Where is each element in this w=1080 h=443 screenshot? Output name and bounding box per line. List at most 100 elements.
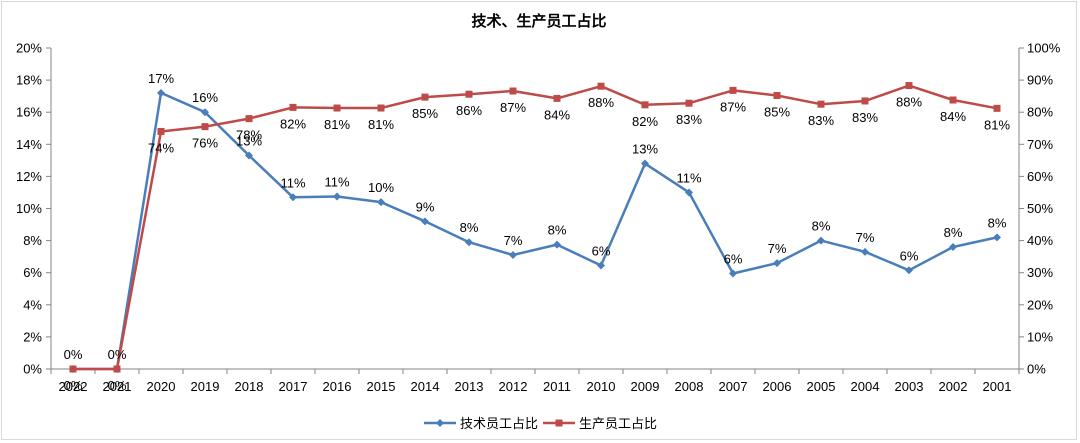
series-0-point <box>993 233 1001 242</box>
x-tick-label: 2003 <box>895 379 924 394</box>
x-tick-label: 2010 <box>587 379 616 394</box>
series-1-point <box>905 82 913 90</box>
series-0-point <box>597 261 605 270</box>
x-tick-label: 2022 <box>59 379 88 394</box>
y-right-tick-label: 80% <box>1027 105 1053 120</box>
series-1-data-label: 83% <box>852 110 878 125</box>
series-0-point <box>465 238 473 247</box>
series-1-point <box>817 100 825 108</box>
x-tick-label: 2016 <box>323 379 352 394</box>
series-1-data-label: 0% <box>64 378 83 393</box>
y-left-tick-label: 6% <box>23 265 42 280</box>
series-0-data-label: 6% <box>592 243 611 258</box>
y-right-tick-label: 60% <box>1027 169 1053 184</box>
series-1-point <box>641 101 649 109</box>
x-tick-label: 2017 <box>279 379 308 394</box>
legend-item-production[interactable]: 生产员工占比 <box>543 417 657 432</box>
series-1-data-label: 82% <box>632 114 658 129</box>
x-tick-label: 2006 <box>763 379 792 394</box>
series-1-data-label: 76% <box>192 136 218 151</box>
x-tick-label: 2018 <box>235 379 264 394</box>
x-tick-label: 2019 <box>191 379 220 394</box>
series-0-point <box>289 193 297 202</box>
series-0-point <box>905 266 913 275</box>
series-0-point <box>421 217 429 226</box>
series-0-data-label: 7% <box>504 233 523 248</box>
series-1-data-label: 81% <box>368 117 394 132</box>
series-0-point <box>553 240 561 249</box>
series-0-data-label: 17% <box>148 71 174 86</box>
series-1-point <box>113 365 121 373</box>
series-0-data-label: 0% <box>108 347 127 362</box>
series-1-point <box>949 96 957 104</box>
x-tick-label: 2002 <box>939 379 968 394</box>
series-0-data-label: 7% <box>768 241 787 256</box>
x-tick-label: 2008 <box>675 379 704 394</box>
series-1-point <box>685 99 693 107</box>
series-0-point <box>861 247 869 256</box>
y-right-tick-label: 90% <box>1027 73 1053 88</box>
series-0-data-label: 6% <box>724 252 743 267</box>
series-1-data-label: 82% <box>280 116 306 131</box>
y-left-tick-label: 16% <box>16 105 42 120</box>
series-0-point <box>729 269 737 278</box>
series-1-point <box>553 94 561 102</box>
x-tick-label: 2021 <box>103 379 132 394</box>
legend-label-production: 生产员工占比 <box>579 417 657 432</box>
series-1-point <box>597 82 605 90</box>
series-0-data-label: 8% <box>548 223 567 238</box>
series-1-data-label: 83% <box>808 113 834 128</box>
series-0-point <box>817 236 825 245</box>
series-0-point <box>157 88 165 97</box>
series-0-point <box>333 192 341 201</box>
series-1-point <box>245 115 253 123</box>
y-right-tick-label: 20% <box>1027 297 1053 312</box>
legend-item-tech[interactable]: 技术员工占比 <box>424 417 538 432</box>
y-right-tick-label: 0% <box>1027 362 1046 377</box>
y-left-tick-label: 0% <box>23 362 42 377</box>
series-0-data-label: 13% <box>236 134 262 149</box>
series-0-data-label: 8% <box>988 215 1007 230</box>
series-0-data-label: 0% <box>64 347 83 362</box>
series-0-point <box>201 108 209 117</box>
x-tick-label: 2015 <box>367 379 396 394</box>
series-markers <box>69 82 1001 373</box>
series-1-data-label: 88% <box>588 95 614 110</box>
x-tick-label: 2009 <box>631 379 660 394</box>
y-left-tick-label: 10% <box>16 201 42 216</box>
series-1-data-label: 84% <box>940 109 966 124</box>
series-0-point <box>949 243 957 252</box>
x-tick-label: 2004 <box>851 379 880 394</box>
series-0-data-label: 8% <box>944 225 963 240</box>
y-left-tick-label: 4% <box>23 297 42 312</box>
x-tick-label: 2014 <box>411 379 440 394</box>
series-1-data-label: 81% <box>324 117 350 132</box>
series-1-point <box>69 365 77 373</box>
y-right-tick-label: 70% <box>1027 137 1053 152</box>
series-0-data-label: 8% <box>812 219 831 234</box>
series-line-1 <box>73 84 998 371</box>
series-1-point <box>509 87 517 95</box>
series-0-point <box>773 259 781 268</box>
x-tick-label: 2012 <box>499 379 528 394</box>
series-0-data-label: 16% <box>192 90 218 105</box>
series-lines <box>73 84 998 371</box>
series-1-point <box>773 92 781 100</box>
data-labels: 0% 0% 17% 16% 13% 11% 11% 10% 9% 8% 7% 8% 6% 13% 11% 6%… <box>64 71 1011 393</box>
series-1-point <box>289 103 297 111</box>
x-tick-label: 2005 <box>807 379 836 394</box>
legend: 技术员工占比 生产员工占比 <box>424 417 657 432</box>
y-right-tick-label: 30% <box>1027 265 1053 280</box>
series-1-data-label: 85% <box>764 105 790 120</box>
y-left-tick-label: 8% <box>23 233 42 248</box>
series-1-data-label: 83% <box>676 112 702 127</box>
series-1-point <box>333 104 341 112</box>
series-1-point <box>421 93 429 101</box>
series-0-data-label: 11% <box>324 174 349 189</box>
legend-label-tech: 技术员工占比 <box>460 417 538 432</box>
series-1-data-label: 0% <box>108 378 127 393</box>
series-1-point <box>465 90 473 98</box>
y-right-tick-label: 50% <box>1027 201 1053 216</box>
series-0-data-label: 7% <box>856 230 875 245</box>
x-tick-label: 2001 <box>983 379 1012 394</box>
